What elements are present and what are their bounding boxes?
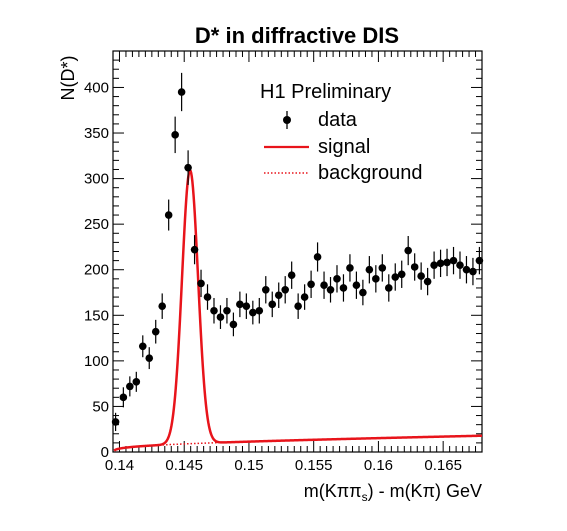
data-point (372, 275, 380, 283)
data-point (326, 285, 335, 294)
data-point (229, 320, 238, 329)
data-point (119, 393, 128, 402)
data-point (216, 313, 225, 321)
legend: H1 Preliminary data signal background (260, 81, 423, 184)
x-axis-label: m(Kππs) - m(Kπ) GeV (304, 481, 482, 504)
data-point (456, 261, 464, 269)
data-point (255, 306, 264, 315)
y-tick-label: 0 (101, 444, 109, 461)
data-point (307, 280, 315, 289)
data-point (210, 306, 218, 315)
data-point (423, 277, 432, 286)
data-point (352, 281, 361, 290)
annotation-h1-preliminary: H1 Preliminary (260, 81, 391, 103)
chart-title: D* in diffractive DIS (195, 23, 399, 48)
data-point (339, 284, 348, 292)
x-tick-label: 0.165 (424, 457, 462, 474)
data-point (177, 88, 186, 96)
data-point (274, 291, 283, 300)
data-point (145, 354, 154, 362)
data-point (404, 246, 413, 255)
data-point (164, 211, 173, 219)
data-point (462, 265, 471, 274)
data-point (190, 245, 199, 254)
data-point (249, 308, 257, 317)
y-tick-label: 400 (84, 79, 109, 96)
y-tick-label: 100 (84, 353, 109, 370)
y-tick-label: 350 (84, 125, 109, 142)
data-point (268, 300, 277, 309)
data-point (391, 273, 400, 281)
data-point (469, 267, 477, 276)
y-tick-label: 300 (84, 171, 109, 188)
x-tick-label: 0.145 (165, 457, 203, 474)
signal-curve (113, 168, 483, 452)
data-point (443, 258, 451, 267)
data-point (313, 253, 322, 261)
data-point (346, 264, 354, 272)
data-point (132, 378, 141, 386)
y-tick-label: 50 (92, 398, 109, 415)
x-tick-label: 0.155 (295, 457, 333, 474)
data-point (397, 270, 406, 279)
data-point (359, 288, 367, 297)
data-point (138, 342, 147, 351)
legend-data-label: data (318, 109, 358, 131)
data-point (126, 382, 134, 391)
legend-background-label: background (318, 162, 423, 184)
data-points (111, 72, 484, 432)
data-point (111, 418, 120, 426)
data-point (430, 261, 438, 269)
x-tick-label: 0.14 (105, 457, 134, 474)
y-axis-label: N(D*) (58, 56, 78, 101)
data-point (236, 300, 244, 309)
data-point (242, 302, 251, 310)
data-point (287, 271, 296, 279)
data-point (197, 279, 205, 288)
data-point (384, 284, 393, 292)
data-point (151, 327, 160, 336)
y-tick-label: 150 (84, 307, 109, 324)
data-point (365, 265, 374, 274)
x-tick-label: 0.16 (364, 457, 393, 474)
fit-curves (113, 168, 483, 452)
data-point (449, 256, 458, 265)
data-point (436, 259, 445, 268)
data-point (417, 272, 425, 280)
x-axis: 0.14 0.145 0.15 0.155 0.16 0.165 (105, 51, 483, 474)
data-point (223, 306, 231, 315)
data-point (333, 275, 341, 283)
data-point (184, 163, 192, 172)
data-point (171, 131, 179, 139)
legend-data-marker (283, 116, 291, 124)
data-point (300, 293, 309, 301)
y-axis: 0 50 100 150 200 250 300 350 400 (84, 59, 482, 461)
legend-signal-label: signal (318, 136, 370, 158)
data-point (410, 263, 419, 271)
data-point (158, 302, 166, 310)
data-point (378, 264, 387, 272)
data-point (294, 302, 302, 310)
data-point (261, 285, 270, 294)
data-point (475, 256, 484, 265)
y-tick-label: 250 (84, 216, 109, 233)
data-point (203, 293, 212, 301)
y-tick-label: 200 (84, 262, 109, 279)
x-tick-label: 0.15 (234, 457, 263, 474)
data-point (281, 285, 290, 294)
data-point (320, 281, 328, 290)
plot-frame (112, 50, 483, 453)
